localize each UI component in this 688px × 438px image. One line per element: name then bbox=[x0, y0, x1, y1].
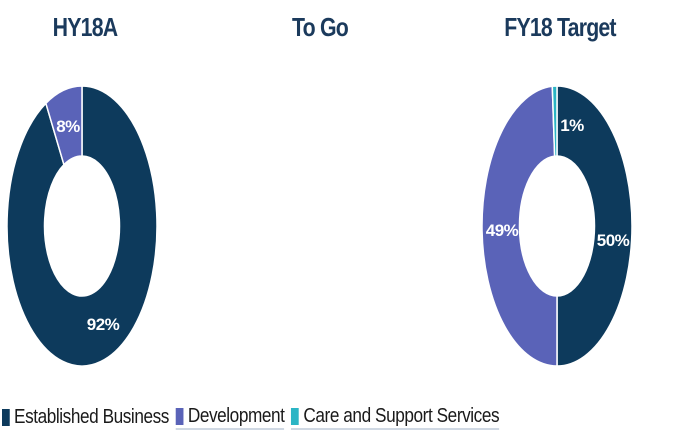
donut-label-development: 49% bbox=[486, 221, 519, 240]
chart-title-fy18-target: FY18 Target bbox=[504, 12, 616, 42]
legend-label-established: Established Business bbox=[14, 405, 169, 428]
donut-slice-established bbox=[6, 85, 158, 367]
donut-label-established: 92% bbox=[87, 315, 120, 334]
legend: Established Business Development Care an… bbox=[2, 402, 506, 432]
donut-chart-hy18a: 92% 8% bbox=[6, 85, 158, 367]
legend-item-established: Established Business bbox=[2, 406, 169, 429]
donut-slice-development bbox=[481, 85, 558, 367]
donut-chart-fy18-target: 50% 49% 1% bbox=[481, 85, 633, 367]
donut-label-care: 1% bbox=[560, 116, 584, 135]
legend-label-development: Development bbox=[187, 404, 285, 427]
legend-swatch-care bbox=[291, 407, 300, 425]
legend-swatch-development bbox=[175, 407, 184, 425]
legend-item-development: Development bbox=[175, 404, 285, 430]
donut-label-established: 50% bbox=[597, 231, 630, 250]
chart-title-to-go: To Go bbox=[292, 12, 349, 42]
donut-slice-development bbox=[45, 85, 83, 167]
chart-title-hy18a: HY18A bbox=[52, 12, 118, 42]
donut-label-development: 8% bbox=[56, 117, 80, 136]
legend-swatch-established bbox=[2, 408, 10, 426]
donut-slice-established bbox=[556, 85, 633, 367]
legend-label-care: Care and Support Services bbox=[303, 404, 500, 427]
legend-item-care: Care and Support Services bbox=[291, 404, 500, 430]
donut-slice-care bbox=[551, 85, 558, 157]
